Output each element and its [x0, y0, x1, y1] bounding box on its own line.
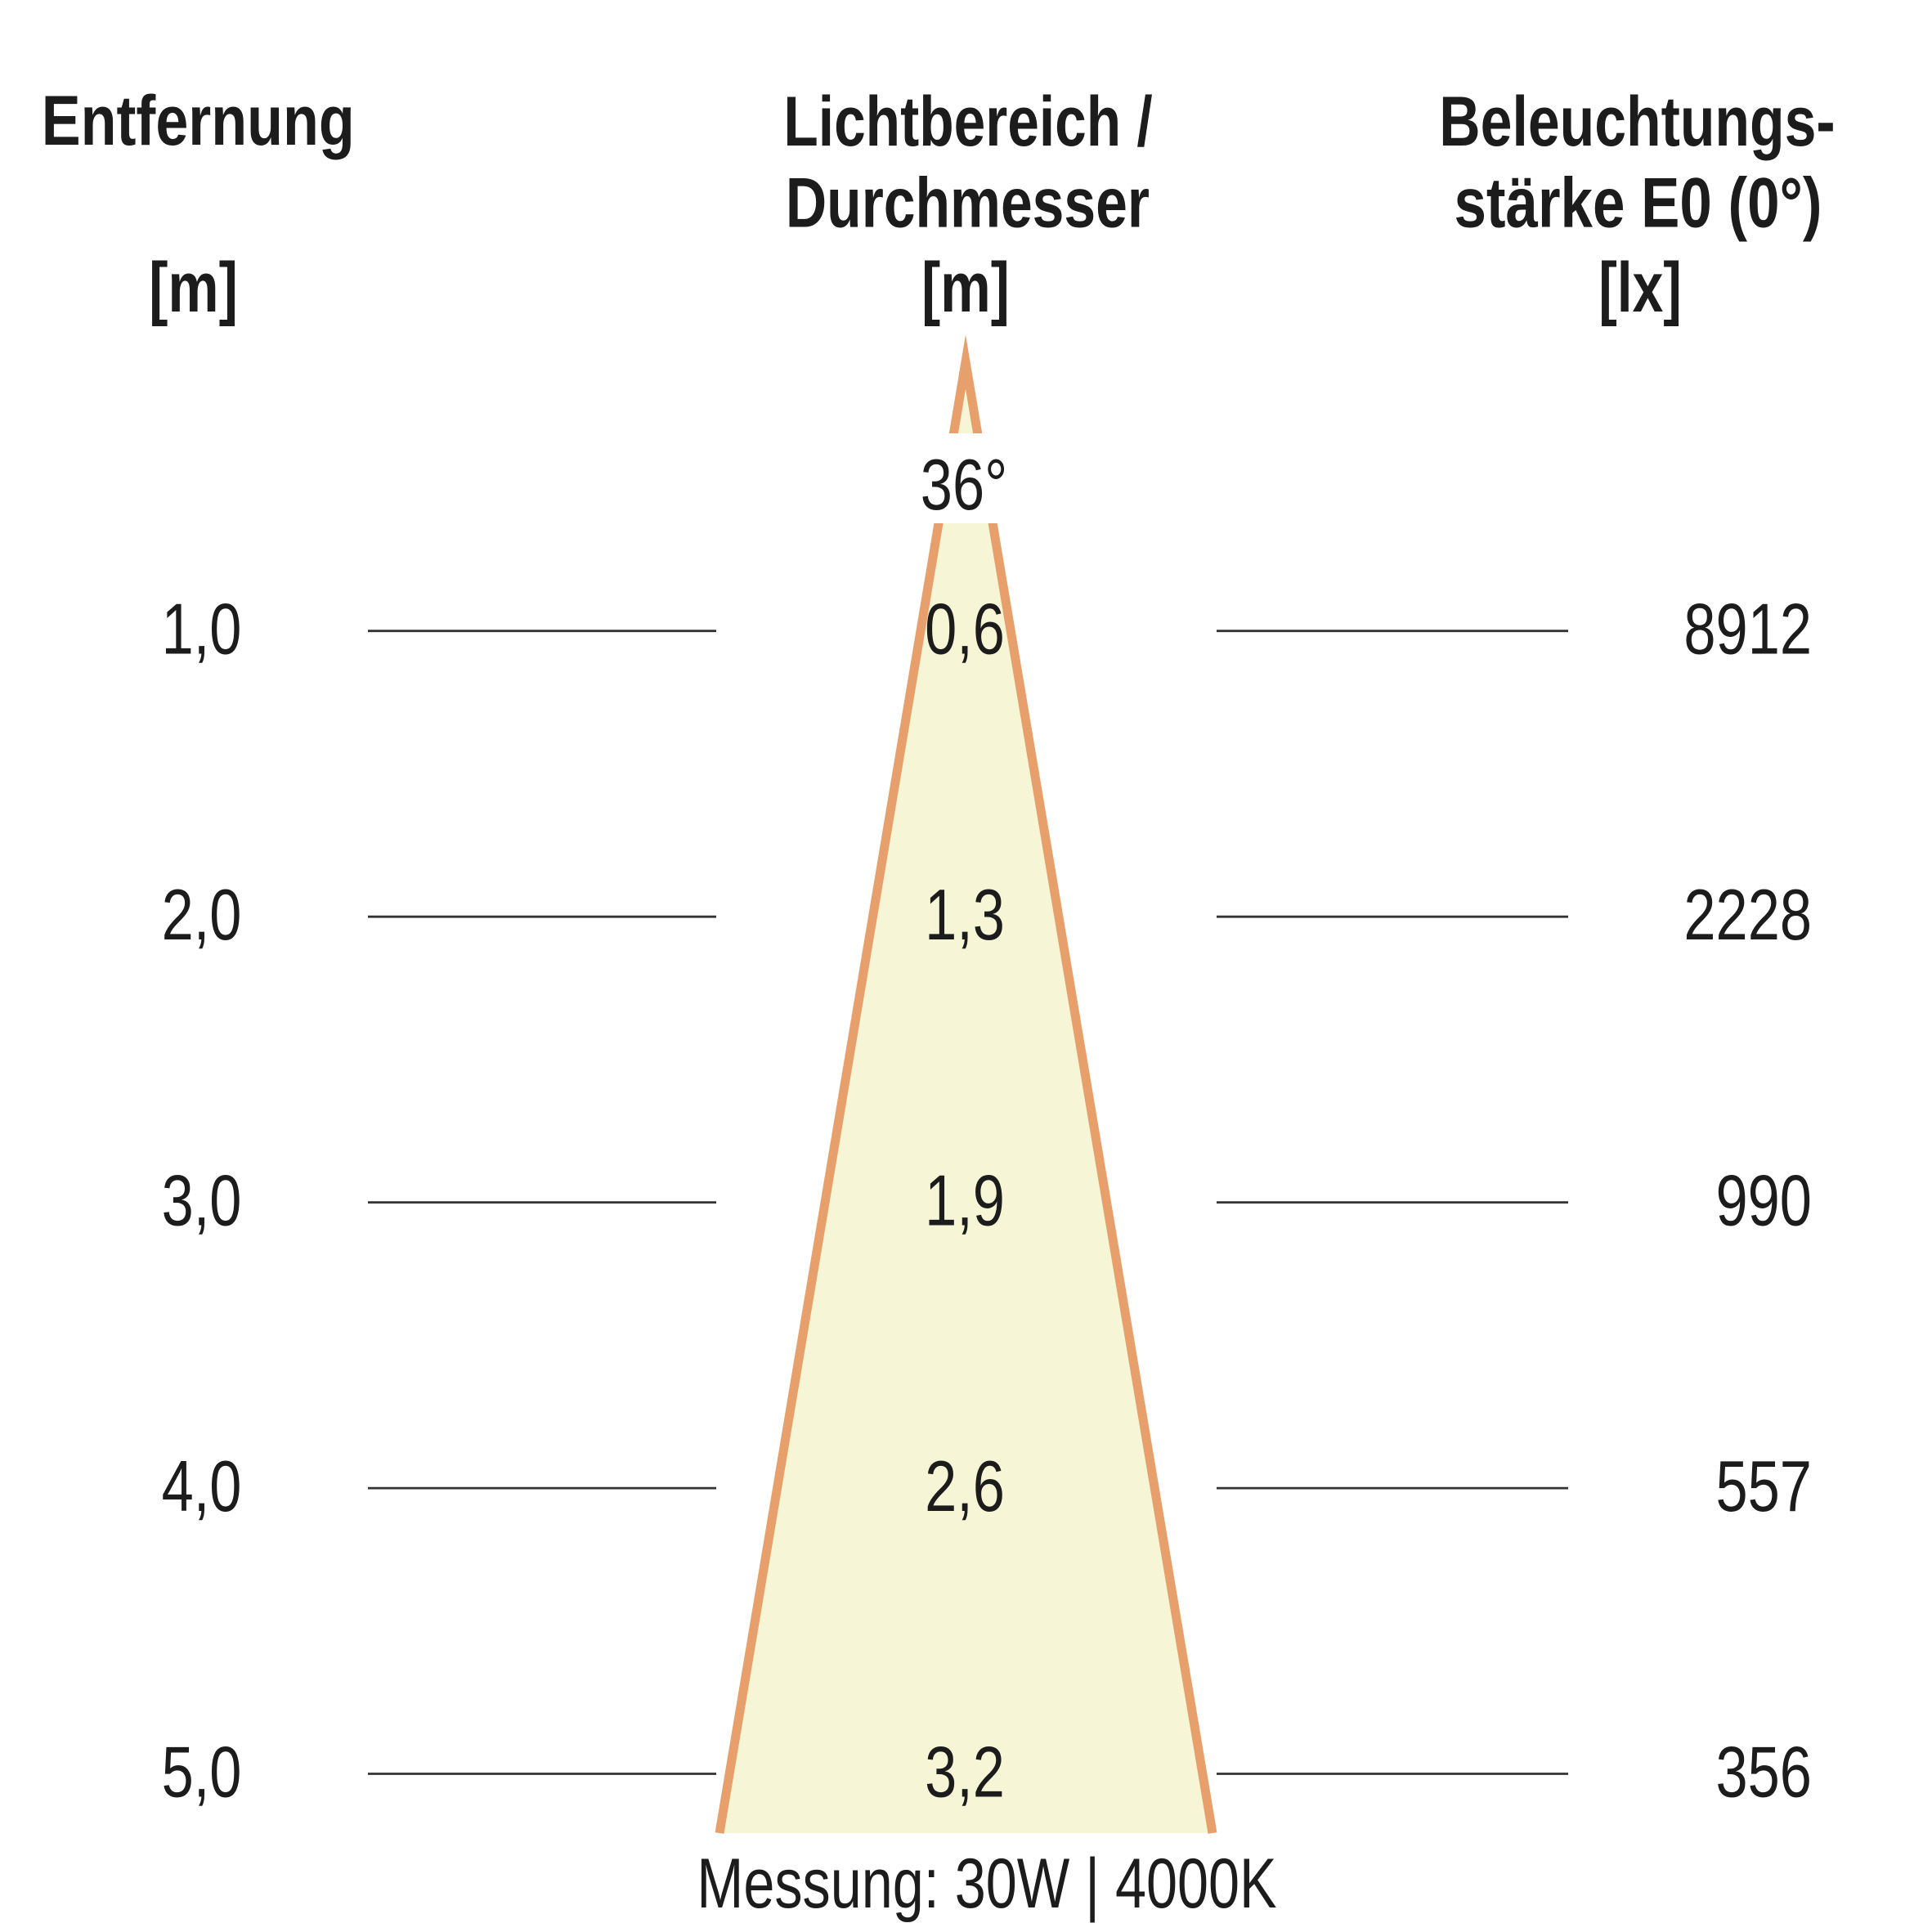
svg-text:Durchmesser: Durchmesser [786, 163, 1150, 242]
svg-text:8912: 8912 [1683, 589, 1812, 669]
svg-text:356: 356 [1716, 1732, 1812, 1812]
svg-text:557: 557 [1716, 1446, 1812, 1526]
svg-text:[lx]: [lx] [1598, 249, 1682, 327]
svg-text:36°: 36° [921, 444, 1007, 524]
svg-text:Lichtbereich /: Lichtbereich / [783, 82, 1152, 161]
svg-text:Messung: 30W | 4000K: Messung: 30W | 4000K [697, 1845, 1276, 1923]
svg-text:5,0: 5,0 [162, 1732, 242, 1812]
svg-text:2228: 2228 [1683, 875, 1812, 955]
svg-text:[m]: [m] [921, 248, 1010, 327]
svg-text:1,9: 1,9 [925, 1160, 1005, 1240]
svg-text:990: 990 [1716, 1160, 1812, 1240]
svg-text:1,3: 1,3 [925, 875, 1005, 955]
svg-text:2,6: 2,6 [925, 1446, 1005, 1526]
svg-text:2,0: 2,0 [162, 875, 242, 955]
svg-text:3,0: 3,0 [162, 1160, 242, 1240]
svg-text:1,0: 1,0 [162, 589, 242, 669]
svg-text:Entfernung: Entfernung [42, 81, 355, 160]
svg-text:0,6: 0,6 [925, 589, 1005, 669]
svg-text:[m]: [m] [149, 248, 238, 327]
svg-text:3,2: 3,2 [925, 1732, 1005, 1812]
svg-text:stärke E0 (0°): stärke E0 (0°) [1455, 164, 1822, 242]
svg-text:Beleuchtungs-: Beleuchtungs- [1439, 82, 1835, 161]
svg-text:4,0: 4,0 [162, 1446, 242, 1526]
